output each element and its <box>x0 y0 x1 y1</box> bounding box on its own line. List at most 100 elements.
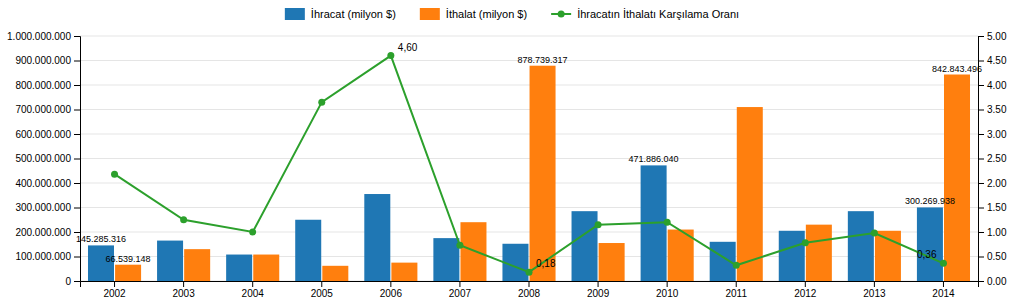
tick-label: 2010 <box>656 288 679 299</box>
tick-label: 2013 <box>863 288 886 299</box>
data-label: 842.843.496 <box>932 64 982 74</box>
bar <box>433 238 459 281</box>
tick-mark <box>74 134 80 135</box>
tick: 2011 <box>725 281 747 299</box>
tick-label: 2007 <box>449 288 472 299</box>
tick-mark <box>978 208 984 209</box>
tick-mark <box>978 110 984 111</box>
legend-swatch <box>420 8 440 20</box>
legend-swatch <box>285 8 305 20</box>
tick-label: 200.000.000 <box>15 227 71 238</box>
point <box>180 216 187 223</box>
tick-mark <box>978 85 984 86</box>
line <box>115 56 944 273</box>
legend-item: İhracat (milyon $) <box>285 8 396 20</box>
tick: 1.000.000.000 <box>7 31 80 42</box>
tick-mark <box>321 281 322 287</box>
bar <box>157 241 183 281</box>
legend-swatch <box>558 11 565 18</box>
legend-item: İhracatın İthalatı Karşılama Oranı <box>551 8 739 20</box>
bar <box>944 75 970 281</box>
grid-line <box>80 183 978 184</box>
y-axis: 0100.000.000200.000.000300.000.000400.00… <box>7 31 80 287</box>
tick-label: 2006 <box>380 288 403 299</box>
tick-label: 2014 <box>932 288 955 299</box>
grid-line <box>80 109 978 110</box>
tick: 2006 <box>380 281 403 299</box>
tick-label: 2012 <box>794 288 817 299</box>
tick-mark <box>74 159 80 160</box>
point <box>387 52 394 59</box>
tick-label: 4.00 <box>987 80 1007 91</box>
tick-label: 5.00 <box>987 31 1007 42</box>
tick: 5.00 <box>978 31 1007 42</box>
tick: 4.00 <box>978 80 1007 91</box>
tick-label: 300.000.000 <box>15 202 71 213</box>
tick-label: 3.50 <box>987 104 1007 115</box>
tick-label: 1.00 <box>987 227 1007 238</box>
tick: 0 <box>65 276 80 287</box>
tick-mark <box>978 232 984 233</box>
tick-label: 2004 <box>242 288 265 299</box>
data-labels: 145.285.316471.886.040300.269.93866.539.… <box>76 42 982 270</box>
tick: 2007 <box>449 281 472 299</box>
tick: 1.00 <box>978 227 1007 238</box>
tick-mark <box>667 281 668 287</box>
tick-mark <box>978 257 984 258</box>
data-label: 300.269.938 <box>905 196 955 206</box>
tick: 2009 <box>587 281 610 299</box>
tick-label: 2009 <box>587 288 610 299</box>
tick: 1.50 <box>978 202 1007 213</box>
bar <box>364 194 390 281</box>
data-label: 0,36 <box>917 249 937 260</box>
tick: 0.50 <box>978 251 1007 262</box>
bar <box>391 263 417 281</box>
tick-mark <box>74 257 80 258</box>
tick-mark <box>978 134 984 135</box>
point <box>802 239 809 246</box>
tick-mark <box>114 281 115 287</box>
bar <box>460 222 486 281</box>
tick-mark <box>978 36 984 37</box>
tick-label: 3.00 <box>987 129 1007 140</box>
grid <box>80 36 978 281</box>
tick: 2012 <box>794 281 817 299</box>
tick-mark <box>978 183 984 184</box>
grid-line <box>80 207 978 208</box>
tick: 300.000.000 <box>15 202 80 213</box>
tick: 200.000.000 <box>15 227 80 238</box>
tick: 4.50 <box>978 55 1007 66</box>
y2-axis: 0.00 0.50 1.00 1.50 2.00 2.50 3.00 3.50 4.00 4.50… <box>978 31 1007 287</box>
tick-label: 2.00 <box>987 178 1007 189</box>
tick-label: 2002 <box>103 288 126 299</box>
tick-label: 0 <box>65 276 71 287</box>
point <box>318 99 325 106</box>
tick-label: 2005 <box>311 288 334 299</box>
tick-label: 700.000.000 <box>15 104 71 115</box>
grid-line <box>80 256 978 257</box>
grid-line <box>80 158 978 159</box>
tick-label: 900.000.000 <box>15 55 71 66</box>
legend-label: İthalat (milyon $) <box>446 8 527 20</box>
tick-mark <box>74 61 80 62</box>
bar <box>530 66 556 281</box>
tick: 3.00 <box>978 129 1007 140</box>
x-axis: 2002200320042005200620072008200920102011… <box>81 281 979 299</box>
tick: 2004 <box>242 281 265 299</box>
tick-mark <box>252 281 253 287</box>
point <box>456 242 463 249</box>
tick: 2008 <box>518 281 541 299</box>
tick: 2013 <box>863 281 886 299</box>
tick: 400.000.000 <box>15 178 80 189</box>
tick-mark <box>74 281 80 282</box>
tick: 2.50 <box>978 153 1007 164</box>
tick-mark <box>74 85 80 86</box>
legend: İhracat (milyon $) İthalat (milyon $) İhra… <box>285 8 739 20</box>
legend-item: İthalat (milyon $) <box>420 8 527 20</box>
point <box>526 269 533 276</box>
point <box>733 262 740 269</box>
data-label: 0,18 <box>536 258 556 269</box>
tick-mark <box>978 61 984 62</box>
tick-label: 0.00 <box>987 276 1007 287</box>
tick-mark <box>74 36 80 37</box>
